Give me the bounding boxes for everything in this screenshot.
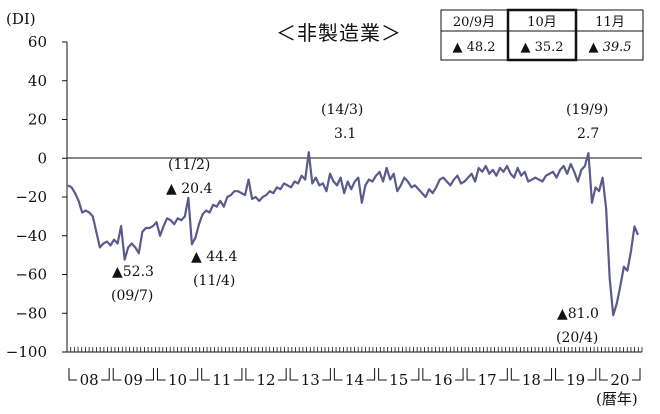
y-axis-label: (DI) xyxy=(6,10,36,28)
year-label: 19 xyxy=(566,371,585,389)
year-bracket xyxy=(555,368,597,381)
table-header-3: 11月 xyxy=(595,15,625,30)
year-label: 13 xyxy=(301,371,320,389)
annotation-2020-min-date: (20/4) xyxy=(556,330,598,346)
year-label: 09 xyxy=(124,371,143,389)
year-bracket xyxy=(156,368,199,381)
year-bracket xyxy=(333,368,376,381)
y-tick-label: −40 xyxy=(15,227,47,245)
annotation-2020-min-value: ▲81.0 xyxy=(557,306,599,322)
annotation-2014-peak-date: (14/3) xyxy=(321,102,363,118)
x-axis-unit-label: (暦年) xyxy=(596,390,638,408)
annotation-2011-feb-date: (11/2) xyxy=(168,157,210,173)
y-tick-label: −100 xyxy=(6,343,47,361)
y-tick-label: −80 xyxy=(15,304,47,322)
recent-values-table: 20/9月 10月 11月 ▲ 48.2 ▲ 35.2 ▲ 39.5 xyxy=(440,8,644,62)
annotation-2011-apr-date: (11/4) xyxy=(193,273,235,289)
annotation-2009-min-value: ▲52.3 xyxy=(112,264,154,280)
year-label: 10 xyxy=(168,371,187,389)
year-bracket xyxy=(422,368,464,381)
year-bracket xyxy=(289,368,331,381)
year-label: 16 xyxy=(433,371,452,389)
y-tick-label: 60 xyxy=(28,33,47,51)
annotation-2014-peak-value: 3.1 xyxy=(334,126,356,142)
y-tick-label: 40 xyxy=(28,72,47,90)
year-label: 18 xyxy=(522,371,541,389)
highlight-current-month xyxy=(506,8,578,62)
annotation-2011-apr-value: ▲ 44.4 xyxy=(191,249,237,265)
year-label: 17 xyxy=(478,371,497,389)
year-label: 20 xyxy=(610,371,629,389)
annotation-2009-min-date: (09/7) xyxy=(111,288,153,304)
table-value-1: ▲ 48.2 xyxy=(452,40,495,55)
y-tick-label: 20 xyxy=(28,111,47,129)
table-value-3: ▲ 39.5 xyxy=(588,40,631,55)
table-value-2: ▲ 35.2 xyxy=(520,40,563,55)
chart-title: ＜非製造業＞ xyxy=(276,21,402,45)
x-axis-month-ticks xyxy=(66,347,643,352)
year-bracket xyxy=(245,368,287,381)
year-bracket xyxy=(599,368,641,381)
year-label: 12 xyxy=(256,371,275,389)
annotation-2019-peak-value: 2.7 xyxy=(577,126,599,142)
year-bracket xyxy=(112,368,154,381)
table-header-2: 10月 xyxy=(527,15,557,30)
year-bracket xyxy=(378,368,420,381)
year-bracket xyxy=(68,368,110,381)
annotation-2011-feb-value: ▲ 20.4 xyxy=(166,181,212,197)
year-bracket xyxy=(201,368,243,381)
table-header-1: 20/9月 xyxy=(453,15,495,30)
annotation-2019-peak-date: (19/9) xyxy=(566,102,608,118)
y-tick-label: −60 xyxy=(15,266,47,284)
year-label: 15 xyxy=(389,371,408,389)
year-label: 11 xyxy=(212,371,231,389)
year-bracket xyxy=(510,368,553,381)
series-line xyxy=(67,151,640,317)
year-label: 08 xyxy=(80,371,99,389)
y-tick-label: −20 xyxy=(15,188,47,206)
year-label: 14 xyxy=(345,371,364,389)
y-tick-label: 0 xyxy=(37,149,47,167)
year-bracket xyxy=(466,368,508,381)
x-axis-year-labels: 08 09 10 11 12 13 14 15 16 17 18 19 20 xyxy=(68,368,641,389)
y-axis-ticks: 60 40 20 0 −20 −40 −60 −80 −100 xyxy=(6,33,67,361)
